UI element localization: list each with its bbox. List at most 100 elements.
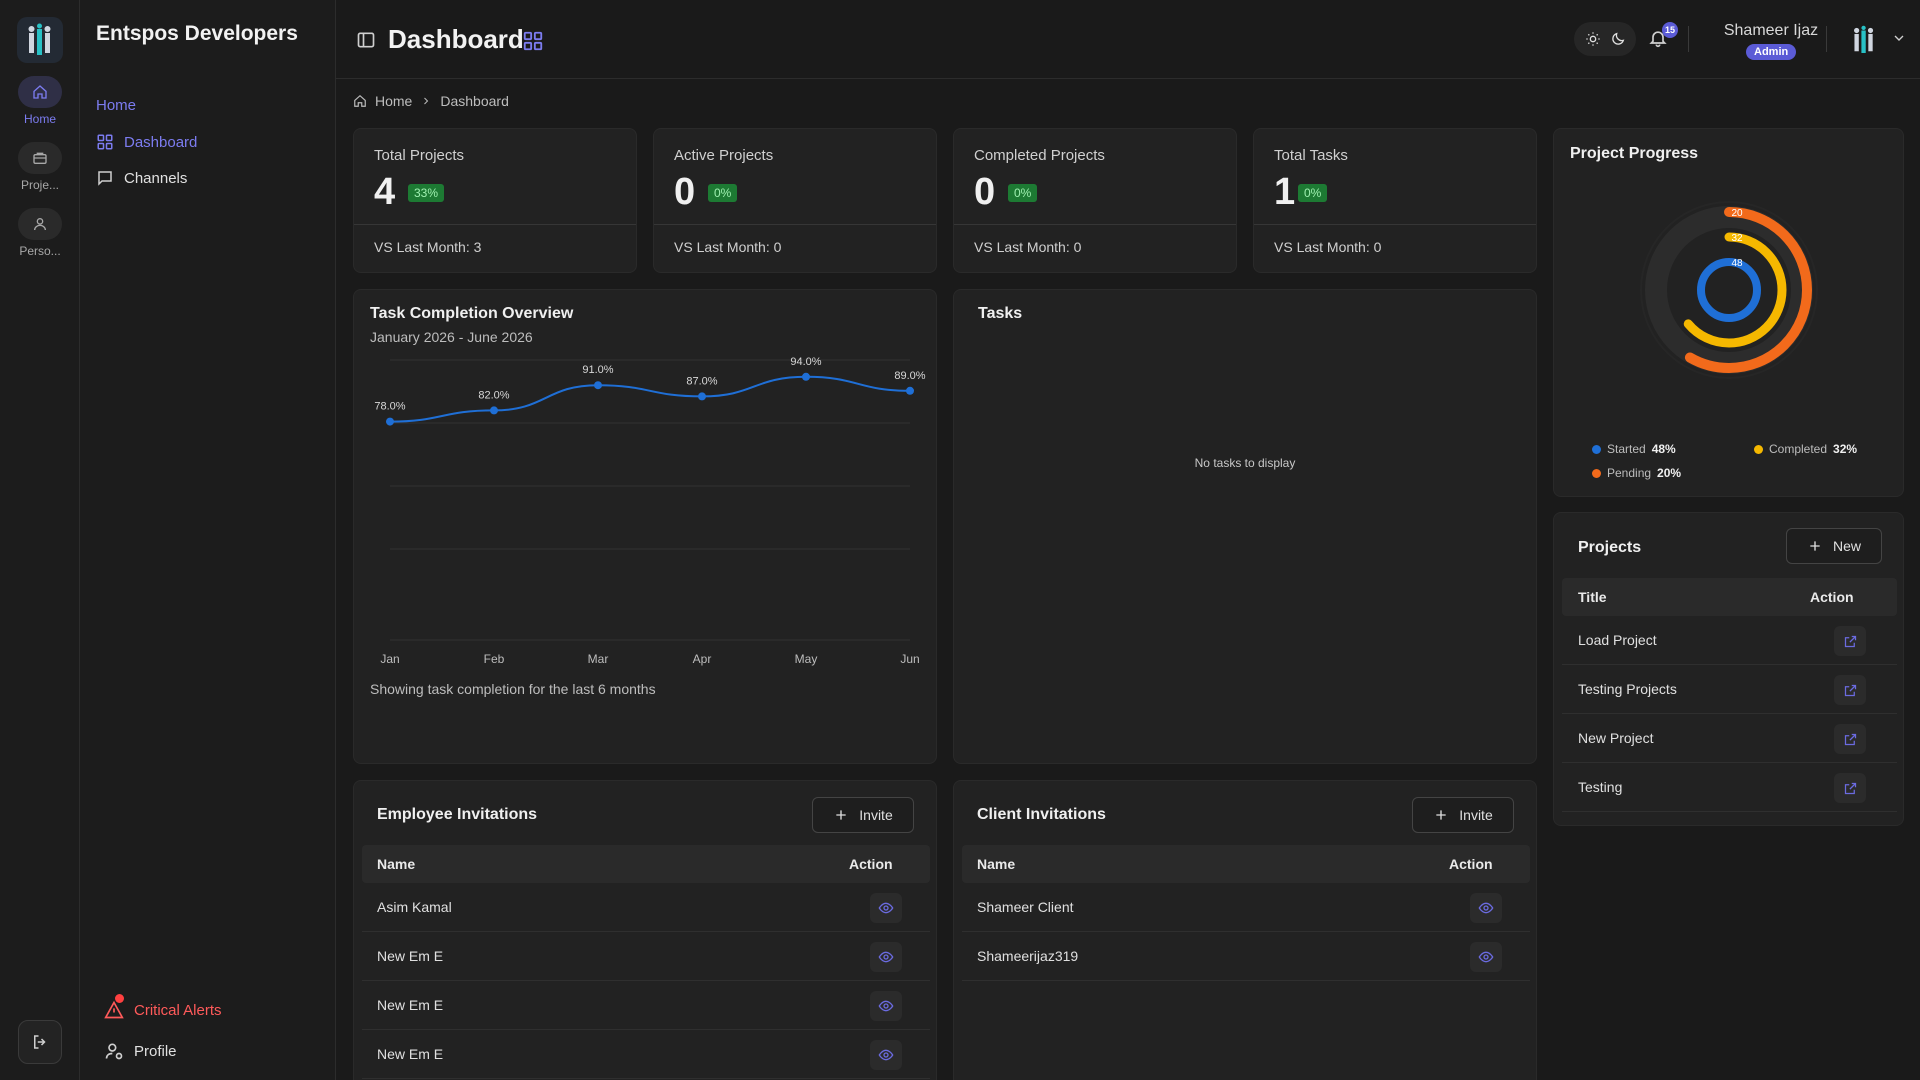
chart-x-tick-label: May [795,652,818,666]
tasks-card: Tasks No tasks to display [953,289,1537,764]
plus-icon [1436,810,1446,820]
sidebar-item-dashboard[interactable]: Dashboard [96,131,197,153]
bell-icon[interactable] [1648,27,1668,49]
column-action: Action [1449,856,1493,872]
sidebar-toggle-icon[interactable] [356,30,376,50]
moon-icon[interactable] [1610,31,1626,47]
chevron-down-icon[interactable] [1891,30,1907,46]
rail-item-projects[interactable]: Proje... [0,142,80,192]
progress-ring-started[interactable] [1697,258,1761,322]
logout-button[interactable] [18,1020,62,1064]
project-title: Testing Projects [1578,681,1677,697]
chart-data-label: 94.0% [790,356,821,368]
chart-point[interactable] [490,406,498,415]
chart-x-tick-label: Feb [484,652,505,666]
invite-employee-button[interactable]: Invite [812,797,914,833]
sidebar-item-channels[interactable]: Channels [96,167,187,189]
topbar: Dashboard 15 Shameer Ijaz Admin [336,0,1920,79]
plus-icon [1810,541,1820,551]
task-completion-card: Task Completion Overview January 2026 - … [353,289,937,764]
view-invitation-button[interactable] [870,893,902,923]
breadcrumb-home[interactable]: Home [375,93,413,109]
new-project-button[interactable]: New [1786,528,1882,564]
invitee-name: Shameerijaz319 [977,948,1079,964]
external-link-icon [1844,733,1856,745]
column-action: Action [1810,589,1854,605]
divider [654,224,936,225]
chart-point[interactable] [386,417,394,426]
critical-alerts-link[interactable]: Critical Alerts [104,994,222,1020]
chart-point[interactable] [802,372,810,381]
view-invitation-button[interactable] [1470,942,1502,972]
table-header: Name Action [362,845,930,883]
eye-icon [1478,951,1494,963]
avatar[interactable] [1842,18,1886,62]
open-project-button[interactable] [1834,675,1866,705]
eye-icon [878,1000,894,1012]
open-project-button[interactable] [1834,724,1866,754]
chart-data-label: 91.0% [582,364,613,376]
external-link-icon [1844,782,1856,794]
divider [354,224,636,225]
project-row: New Project [1562,714,1897,763]
project-title: Load Project [1578,632,1657,648]
sun-icon[interactable] [1585,31,1601,47]
view-invitation-button[interactable] [870,1040,902,1070]
profile-link[interactable]: Profile [104,1041,177,1061]
rail-item-personal[interactable]: Perso... [0,208,80,258]
chat-icon [98,171,112,186]
card-title: Task Completion Overview [370,305,574,322]
legend-label: Pending [1607,466,1652,480]
chart-point[interactable] [594,381,602,390]
invite-client-button[interactable]: Invite [1412,797,1514,833]
legend-pending: Pending 20% [1592,466,1681,480]
progress-ring-chart: 48 32 20 [1640,201,1818,379]
open-project-button[interactable] [1834,773,1866,803]
critical-alerts-label: Critical Alerts [134,1001,222,1019]
rail-label: Proje... [20,178,59,192]
view-invitation-button[interactable] [870,991,902,1021]
button-label: Invite [859,807,893,823]
eye-icon [878,1049,894,1061]
grid-icon [97,134,113,150]
sidebar: Entspos Developers Home Dashboard Channe… [80,0,336,1080]
legend-value: 48% [1651,442,1676,456]
progress-ring-completed[interactable] [1671,232,1787,348]
column-title: Title [1578,589,1607,605]
chart-data-label: 82.0% [478,389,509,401]
invitee-name: Shameer Client [977,899,1074,915]
chart-point[interactable] [906,386,914,395]
invitee-name: Asim Kamal [377,899,452,915]
stat-label: Total Projects [374,147,465,164]
theme-toggle[interactable] [1574,22,1636,56]
rail-item-home[interactable]: Home [0,76,80,126]
divider [1826,26,1827,52]
stat-pct-badge: 33% [408,184,445,202]
column-name: Name [977,856,1016,872]
stat-value: 4 [374,171,396,213]
view-invitation-button[interactable] [870,942,902,972]
table-header: Title Action [1562,578,1897,616]
chart-x-tick-label: Jan [380,652,399,666]
page-title: Dashboard [388,24,524,54]
view-invitation-button[interactable] [1470,893,1502,923]
stat-pct-badge: 0% [1008,184,1038,202]
chart-point[interactable] [698,392,706,401]
rail-label: Home [23,112,56,126]
stat-vs-last-month: VS Last Month: 3 [374,239,482,255]
employee-invitation-row: New Em E [362,981,930,1030]
divider [1254,224,1536,225]
stat-vs-last-month: VS Last Month: 0 [674,239,782,255]
sidebar-item-label: Channels [124,169,188,187]
sidebar-section-home[interactable]: Home [96,97,137,114]
app-logo[interactable] [17,17,63,63]
breadcrumb: Home Dashboard [353,93,509,109]
stat-value: 0 [674,171,696,213]
progress-ring-pending[interactable] [1646,207,1812,373]
home-icon [354,94,366,107]
profile-label: Profile [134,1042,177,1060]
stat-label: Completed Projects [974,147,1105,164]
client-invitations-card: Client Invitations Invite Name Action Sh… [953,780,1537,1080]
open-project-button[interactable] [1834,626,1866,656]
line-chart: 78.0% Jan 82.0% Feb 91.0% Mar 87.0% Apr 94.0% May… [374,356,925,666]
